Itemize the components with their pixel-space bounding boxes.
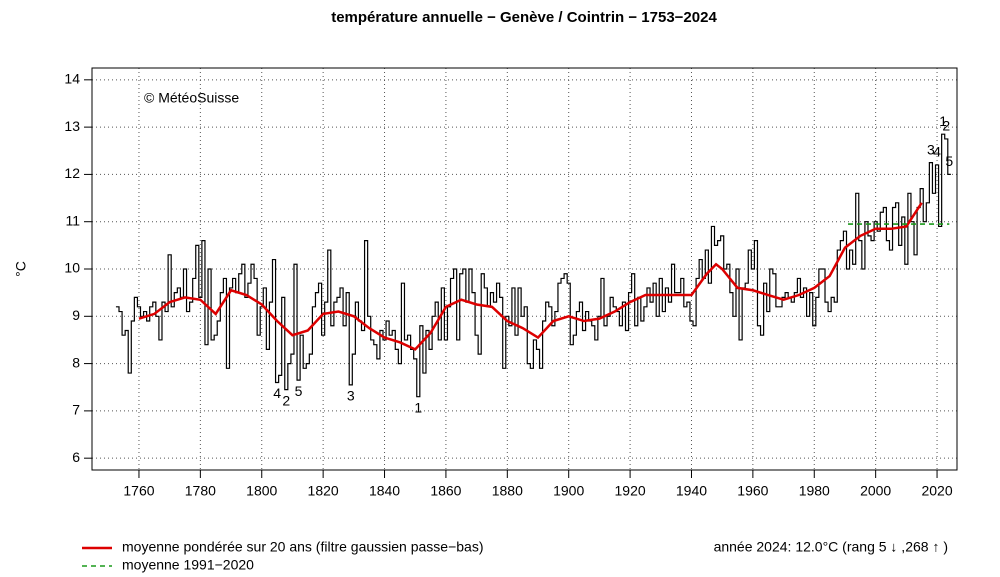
y-tick-label: 9	[72, 307, 80, 323]
x-tick-label: 1840	[369, 483, 400, 499]
rank-label: 3	[927, 141, 935, 157]
y-tick-label: 8	[72, 354, 80, 370]
info-text: année 2024: 12.0°C (rang 5 ↓ ,268 ↑ )	[714, 539, 948, 555]
x-tick-label: 2020	[921, 483, 952, 499]
rank-label: 5	[295, 383, 303, 399]
rank-label: 2	[942, 118, 950, 134]
rank-label: 3	[347, 388, 355, 404]
y-tick-label: 7	[72, 402, 80, 418]
x-tick-label: 1880	[492, 483, 523, 499]
rank-label: 1	[414, 399, 422, 415]
rank-label: 2	[282, 392, 290, 408]
x-tick-label: 1860	[430, 483, 461, 499]
x-tick-label: 1960	[737, 483, 768, 499]
y-axis-label: °C	[13, 261, 29, 277]
x-tick-label: 1900	[553, 483, 584, 499]
legend-label: moyenne 1991−2020	[122, 557, 254, 573]
x-tick-label: 1760	[123, 483, 154, 499]
rank-label: 1	[939, 113, 947, 129]
y-tick-label: 13	[64, 118, 80, 134]
rank-label: 4	[933, 144, 941, 160]
y-tick-label: 6	[72, 449, 80, 465]
x-tick-label: 1800	[246, 483, 277, 499]
y-tick-label: 14	[64, 71, 80, 87]
smoothed-line	[138, 202, 923, 351]
y-tick-label: 10	[64, 260, 80, 276]
y-tick-label: 11	[65, 212, 80, 228]
legend-label: moyenne pondérée sur 20 ans (filtre gaus…	[122, 539, 484, 555]
plot-frame	[91, 67, 958, 471]
x-tick-label: 1920	[615, 483, 646, 499]
rank-label: 5	[945, 153, 953, 169]
annual-step-line	[115, 133, 951, 398]
copyright: © MétéoSuisse	[144, 90, 239, 106]
chart-title: température annuelle − Genève / Cointrin…	[331, 9, 717, 26]
rank-label: 4	[273, 385, 281, 401]
x-tick-label: 1820	[308, 483, 339, 499]
x-tick-label: 2000	[860, 483, 891, 499]
x-tick-label: 1980	[799, 483, 830, 499]
y-tick-label: 12	[64, 165, 80, 181]
x-tick-label: 1940	[676, 483, 707, 499]
x-tick-label: 1780	[185, 483, 216, 499]
